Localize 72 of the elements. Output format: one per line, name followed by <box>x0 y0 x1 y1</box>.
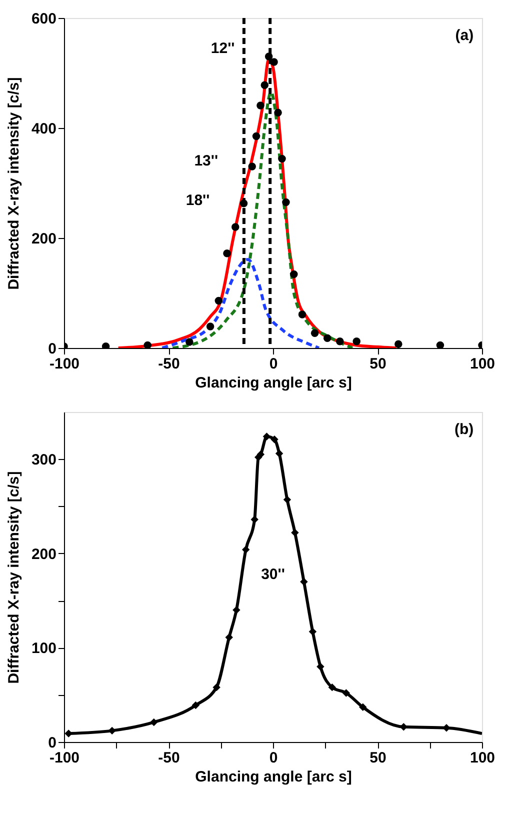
annotation: 13'' <box>194 152 218 170</box>
annotation: (b) <box>454 420 474 438</box>
point <box>291 528 299 537</box>
point <box>400 723 408 731</box>
x-tick-label: -50 <box>158 356 180 372</box>
point <box>212 683 220 692</box>
point <box>342 689 350 697</box>
point <box>282 198 290 206</box>
point <box>242 546 250 554</box>
x-tick-label: 50 <box>370 750 386 766</box>
x-tick-label: 100 <box>470 356 496 372</box>
point <box>232 606 240 614</box>
x-tick-label: 100 <box>470 750 496 766</box>
point <box>274 108 282 116</box>
point <box>275 450 284 458</box>
point <box>336 338 344 346</box>
y-axis-title: Diffracted X-ray intensity [c/s] <box>5 77 22 290</box>
x-tick-label: 0 <box>269 750 278 766</box>
point <box>223 250 231 258</box>
point <box>260 81 269 89</box>
annotation: (a) <box>455 26 474 44</box>
point <box>278 154 286 163</box>
annotation: 18'' <box>186 192 210 209</box>
point <box>394 340 402 348</box>
point <box>442 724 450 732</box>
point <box>206 322 214 330</box>
x-tick-label: -100 <box>49 750 80 766</box>
y-axis-title: Diffracted X-ray intensity [c/s] <box>5 471 22 684</box>
line-series <box>171 90 354 348</box>
point <box>225 633 233 642</box>
y-tick-label: 200 <box>31 546 56 563</box>
annotation: 30'' <box>261 566 285 584</box>
point <box>186 338 194 346</box>
point <box>300 578 308 586</box>
point <box>214 296 223 305</box>
point <box>252 132 260 140</box>
y-tick-label: 0 <box>48 734 56 752</box>
point <box>144 341 152 348</box>
x-tick-label: 50 <box>370 356 386 372</box>
point <box>256 102 264 110</box>
y-tick-label: 300 <box>31 452 56 469</box>
y-tick-label: 400 <box>31 120 56 138</box>
annotation: 12'' <box>210 40 235 58</box>
y-tick-label: 0 <box>48 340 56 358</box>
point <box>192 701 200 710</box>
point <box>308 628 317 636</box>
point <box>250 516 258 524</box>
point <box>270 435 278 444</box>
x-axis-title: Glancing angle [arc s] <box>195 374 352 392</box>
point <box>358 703 367 711</box>
line-series <box>160 258 320 348</box>
point <box>290 270 298 278</box>
point <box>323 334 332 342</box>
point <box>232 223 240 231</box>
point <box>298 310 306 318</box>
point <box>310 329 319 338</box>
point <box>352 338 360 346</box>
point <box>316 662 324 670</box>
point <box>436 341 444 348</box>
x-tick-label: -100 <box>49 356 80 372</box>
point <box>283 496 292 504</box>
point <box>150 718 158 726</box>
y-tick-label: 100 <box>31 640 56 658</box>
point <box>64 730 72 738</box>
y-tick-label: 600 <box>31 10 56 28</box>
x-axis-title: Glancing angle [arc s] <box>195 768 352 786</box>
point <box>248 162 256 170</box>
point <box>108 726 116 735</box>
x-tick-label: -50 <box>158 750 180 766</box>
y-tick-label: 200 <box>31 230 56 248</box>
x-tick-label: 0 <box>269 356 278 372</box>
point <box>328 683 336 692</box>
